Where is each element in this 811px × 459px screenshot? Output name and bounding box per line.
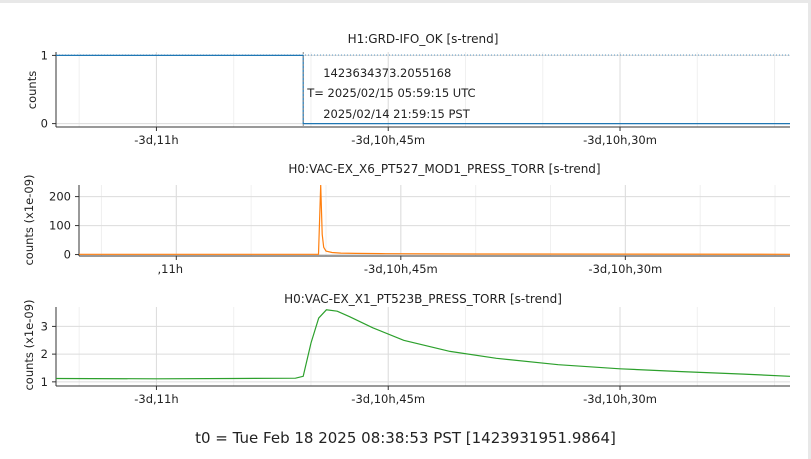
x-tick-label: -3d,10h,45m	[351, 392, 425, 406]
y-tick-label: 0	[41, 117, 48, 131]
y-tick-label: 1	[41, 48, 48, 62]
x-tick-label: -3d,11h	[134, 133, 178, 147]
y-axis-label: counts	[25, 71, 39, 109]
cursor-readout-line: T= 2025/02/15 05:59:15 UTC	[306, 86, 475, 100]
y-tick-label: 0	[64, 248, 71, 262]
y-tick-label: 100	[49, 219, 71, 233]
y-tick-label: 200	[49, 190, 71, 204]
x-tick-label: -3d,10h,45m	[351, 133, 425, 147]
x-tick-label: -3d,10h,30m	[583, 133, 657, 147]
y-tick-label: 2	[41, 347, 48, 361]
y-axis-label: counts (x1e-09)	[22, 174, 36, 265]
panel-1: -3d,11h-3d,10h,45m-3d,10h,30m-3d,10h,151…	[25, 32, 790, 147]
x-tick-label: -3d,10h,30m	[588, 262, 662, 276]
series-line	[56, 309, 790, 380]
cursor-readout-line: 1423634373.2055168	[323, 66, 451, 80]
plot-area	[56, 307, 790, 386]
panel-2: ,11h-3d,10h,45m-3d,10h,30m-3d,10h,152001…	[22, 162, 790, 276]
panel-title: H0:VAC-EX_X1_PT523B_PRESS_TORR [s-trend]	[284, 292, 562, 306]
series-line	[79, 184, 790, 255]
t0-footer: t0 = Tue Feb 18 2025 08:38:53 PST [14239…	[195, 429, 616, 447]
x-tick-label: -3d,10h,30m	[583, 392, 657, 406]
chart-canvas: -3d,11h-3d,10h,45m-3d,10h,30m-3d,10h,151…	[22, 32, 790, 406]
panel-3: -3d,11h-3d,10h,45m-3d,10h,30m-3d,10h,153…	[22, 292, 790, 406]
plot-area	[56, 52, 790, 127]
y-tick-label: 1	[41, 375, 48, 389]
plot-area	[79, 185, 790, 256]
panel-title: H0:VAC-EX_X6_PT527_MOD1_PRESS_TORR [s-tr…	[288, 162, 600, 176]
y-tick-label: 3	[41, 319, 48, 333]
x-tick-label: -3d,11h	[134, 392, 178, 406]
panel-title: H1:GRD-IFO_OK [s-trend]	[348, 32, 499, 46]
cursor-readout-line: 2025/02/14 21:59:15 PST	[323, 107, 470, 121]
y-axis-label: counts (x1e-09)	[22, 299, 36, 390]
x-tick-label: ,11h	[158, 262, 184, 276]
x-tick-label: -3d,10h,45m	[364, 262, 438, 276]
